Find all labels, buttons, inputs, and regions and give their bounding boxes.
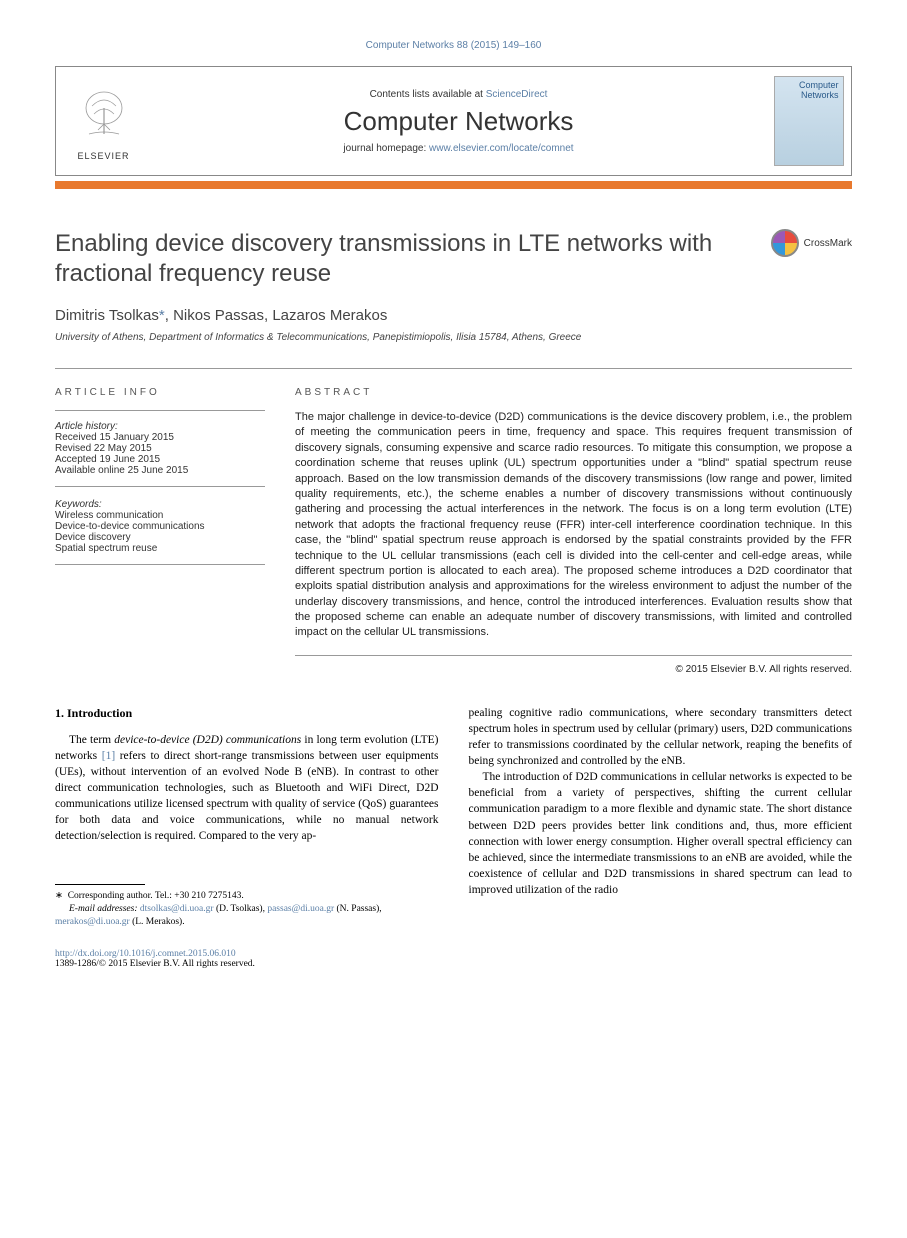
- online-date: Available online 25 June 2015: [55, 465, 265, 476]
- author-2: Nikos Passas: [173, 307, 264, 324]
- body-text: The term: [69, 734, 114, 746]
- affiliation: University of Athens, Department of Info…: [55, 332, 852, 343]
- body-emphasis: device-to-device (D2D) communications: [114, 734, 301, 746]
- article-info-heading: article info: [55, 387, 265, 398]
- revised-date: Revised 22 May 2015: [55, 443, 265, 454]
- column-left: 1. Introduction The term device-to-devic…: [55, 705, 439, 929]
- corr-text: Corresponding author. Tel.: +30 210 7275…: [68, 891, 244, 901]
- authors-line: Dimitris Tsolkas*, Nikos Passas, Lazaros…: [55, 307, 852, 324]
- received-date: Received 15 January 2015: [55, 432, 265, 443]
- homepage: journal homepage: www.elsevier.com/locat…: [343, 143, 573, 154]
- email-name: (L. Merakos).: [130, 917, 185, 927]
- journal-cover-thumbnail: Computer Networks: [774, 76, 844, 166]
- contents-text: Contents lists available at: [370, 89, 486, 100]
- footnote-rule: [55, 884, 145, 885]
- email-link[interactable]: passas@di.uoa.gr: [267, 904, 334, 914]
- paragraph: pealing cognitive radio communications, …: [469, 705, 853, 769]
- paragraph: The introduction of D2D communications i…: [469, 769, 853, 898]
- corresponding-author-note: ∗ Corresponding author. Tel.: +30 210 72…: [55, 890, 439, 903]
- sciencedirect-link[interactable]: ScienceDirect: [486, 89, 548, 100]
- journal-reference: Computer Networks 88 (2015) 149–160: [55, 40, 852, 51]
- sep: ,: [165, 307, 173, 324]
- column-right: pealing cognitive radio communications, …: [469, 705, 853, 929]
- masthead: ELSEVIER Contents lists available at Sci…: [55, 66, 852, 176]
- title-row: Enabling device discovery transmissions …: [55, 229, 852, 289]
- page-footer: http://dx.doi.org/10.1016/j.comnet.2015.…: [55, 949, 852, 969]
- article-info: article info Article history: Received 1…: [55, 387, 265, 675]
- keyword: Spatial spectrum reuse: [55, 543, 265, 554]
- footnotes: ∗ Corresponding author. Tel.: +30 210 72…: [55, 890, 439, 928]
- journal-title: Computer Networks: [344, 106, 574, 137]
- page: Computer Networks 88 (2015) 149–160 ELSE…: [0, 0, 907, 999]
- keyword: Device-to-device communications: [55, 521, 265, 532]
- doi-link[interactable]: http://dx.doi.org/10.1016/j.comnet.2015.…: [55, 949, 236, 959]
- article-history: Article history: Received 15 January 201…: [55, 410, 265, 487]
- publisher-name: ELSEVIER: [77, 151, 129, 161]
- email-link[interactable]: merakos@di.uoa.gr: [55, 917, 130, 927]
- journal-ref-link[interactable]: Computer Networks 88 (2015) 149–160: [366, 40, 542, 51]
- email-name: (D. Tsolkas),: [214, 904, 268, 914]
- publisher-block: ELSEVIER: [56, 67, 151, 175]
- keywords-block: Keywords: Wireless communication Device-…: [55, 499, 265, 565]
- article-title: Enabling device discovery transmissions …: [55, 229, 751, 289]
- keyword: Wireless communication: [55, 510, 265, 521]
- keyword: Device discovery: [55, 532, 265, 543]
- info-abstract-row: article info Article history: Received 1…: [55, 368, 852, 675]
- section-1-heading: 1. Introduction: [55, 705, 439, 722]
- keywords-label: Keywords:: [55, 499, 265, 510]
- contents-available: Contents lists available at ScienceDirec…: [370, 89, 548, 100]
- body-text: refers to direct short-range transmissio…: [55, 750, 439, 842]
- issn-copyright: 1389-1286/© 2015 Elsevier B.V. All right…: [55, 959, 852, 969]
- crossmark-label: CrossMark: [804, 238, 852, 249]
- email-link[interactable]: dtsolkas@di.uoa.gr: [140, 904, 214, 914]
- homepage-label: journal homepage:: [343, 143, 429, 154]
- masthead-center: Contents lists available at ScienceDirec…: [151, 67, 766, 175]
- corr-marker: ∗: [55, 891, 63, 901]
- body-columns: 1. Introduction The term device-to-devic…: [55, 705, 852, 929]
- email-name: (N. Passas),: [334, 904, 382, 914]
- crossmark-icon: [771, 229, 799, 257]
- history-label: Article history:: [55, 421, 265, 432]
- cover-thumbnail-text: Computer Networks: [779, 81, 839, 101]
- abstract-text: The major challenge in device-to-device …: [295, 410, 852, 656]
- abstract-block: abstract The major challenge in device-t…: [295, 387, 852, 675]
- paragraph: The term device-to-device (D2D) communic…: [55, 732, 439, 845]
- accent-bar: [55, 181, 852, 189]
- elsevier-tree-icon: [69, 81, 139, 151]
- crossmark-badge[interactable]: CrossMark: [771, 229, 852, 257]
- email-addresses: E-mail addresses: dtsolkas@di.uoa.gr (D.…: [55, 903, 439, 929]
- homepage-url[interactable]: www.elsevier.com/locate/comnet: [429, 143, 574, 154]
- cover-thumbnail-block: Computer Networks: [766, 67, 851, 175]
- accepted-date: Accepted 19 June 2015: [55, 454, 265, 465]
- abstract-heading: abstract: [295, 387, 852, 398]
- citation-link[interactable]: [1]: [102, 750, 115, 762]
- author-3: Lazaros Merakos: [272, 307, 387, 324]
- author-1: Dimitris Tsolkas: [55, 307, 159, 324]
- email-label: E-mail addresses:: [69, 904, 138, 914]
- abstract-copyright: © 2015 Elsevier B.V. All rights reserved…: [295, 664, 852, 675]
